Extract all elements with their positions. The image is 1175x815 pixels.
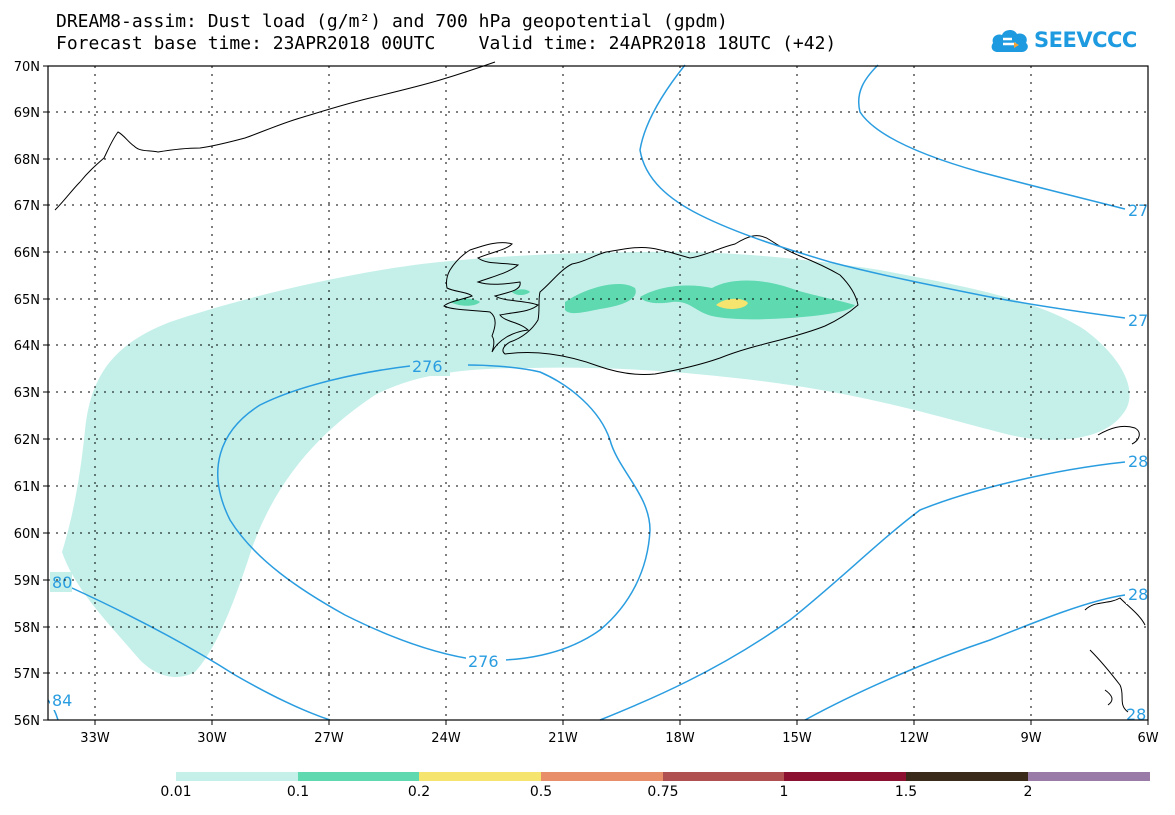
colorbar-label: 0.01 <box>160 784 192 800</box>
latitude-labels: 70N 69N 68N 67N 66N 65N 64N 63N 62N 61N … <box>14 60 40 729</box>
lat-label: 65N <box>14 293 40 308</box>
contour-se-2 <box>804 594 1126 721</box>
lat-label: 59N <box>14 574 40 589</box>
lat-label: 62N <box>14 433 40 448</box>
contour-label-28-right1: 28 <box>1128 452 1148 471</box>
logo-text: SEEVCCC <box>1034 28 1137 52</box>
contour-east-1 <box>639 64 1126 319</box>
colorbar-swatch <box>784 772 906 781</box>
lat-label: 56N <box>14 714 40 729</box>
greenland-coast <box>54 61 496 211</box>
colorbar-label: 0.1 <box>286 784 310 800</box>
contour-label-27-upper: 27 <box>1128 201 1148 220</box>
map-frame <box>47 65 1149 721</box>
lat-label: 69N <box>14 106 40 121</box>
colorbar-swatch <box>176 772 298 781</box>
lon-label: 6W <box>1137 731 1158 746</box>
contour-label-276-bottom: 276 <box>468 652 499 671</box>
lon-label: 27W <box>314 731 344 746</box>
cloud-icon <box>991 29 1028 52</box>
lat-label: 60N <box>14 527 40 542</box>
lat-label: 67N <box>14 199 40 214</box>
colorbar-swatch <box>541 772 663 781</box>
colorbar-swatch <box>1028 772 1150 781</box>
lat-label: 66N <box>14 246 40 261</box>
contour-label-284-left: 84 <box>52 691 72 710</box>
dust-plume-low <box>62 251 1130 677</box>
lon-label: 15W <box>782 731 812 746</box>
contour-east-2 <box>858 64 1126 210</box>
axis-ticks <box>43 65 1149 725</box>
longitude-labels: 33W 30W 27W 24W 21W 18W 15W 12W 9W 6W <box>80 731 1158 746</box>
lon-label: 33W <box>80 731 110 746</box>
contour-280-left <box>71 587 331 721</box>
scotland-coast <box>1084 425 1146 713</box>
colorbar <box>176 772 1150 781</box>
seevccc-logo: SEEVCCC <box>990 20 1137 60</box>
coastlines <box>54 61 1146 713</box>
contour-label-28-right3: 28 <box>1126 705 1146 724</box>
geopotential-contours <box>47 64 1126 721</box>
lat-label: 63N <box>14 386 40 401</box>
grid-lines <box>48 66 1148 720</box>
colorbar-label: 2 <box>1023 784 1033 800</box>
lat-label: 61N <box>14 480 40 495</box>
lon-label: 12W <box>899 731 929 746</box>
lon-label: 24W <box>431 731 461 746</box>
colorbar-label: 1.5 <box>894 784 918 800</box>
dust-area-mid-4 <box>512 289 530 295</box>
lat-label: 70N <box>14 60 40 75</box>
colorbar-swatch <box>906 772 1028 781</box>
dust-load-shading <box>62 251 1130 677</box>
dust-area-mid-2 <box>640 280 855 320</box>
lon-label: 9W <box>1020 731 1041 746</box>
lon-label: 18W <box>665 731 695 746</box>
lat-label: 57N <box>14 667 40 682</box>
contour-label-280-left: 80 <box>52 573 72 592</box>
contour-labels: 276 276 80 84 27 27 28 28 28 <box>50 200 1148 724</box>
lat-label: 58N <box>14 621 40 636</box>
colorbar-swatch <box>419 772 541 781</box>
lat-label: 68N <box>14 153 40 168</box>
colorbar-label: 0.5 <box>529 784 553 800</box>
colorbar-label: 1 <box>779 784 789 800</box>
contour-label-28-right2: 28 <box>1128 585 1148 604</box>
contour-se-1 <box>599 461 1126 721</box>
lat-label: 64N <box>14 339 40 354</box>
contour-label-27-mid: 27 <box>1128 311 1148 330</box>
lon-label: 21W <box>548 731 578 746</box>
contour-label-276-top: 276 <box>412 357 443 376</box>
lon-label: 30W <box>197 731 227 746</box>
colorbar-label: 0.2 <box>407 784 431 800</box>
colorbar-swatch <box>298 772 419 781</box>
map-title: DREAM8-assim: Dust load (g/m²) and 700 h… <box>56 11 728 32</box>
colorbar-swatch <box>663 772 784 781</box>
colorbar-label: 0.75 <box>647 784 679 800</box>
dust-area-high <box>716 298 748 309</box>
forecast-times: Forecast base time: 23APR2018 00UTC Vali… <box>56 33 837 54</box>
